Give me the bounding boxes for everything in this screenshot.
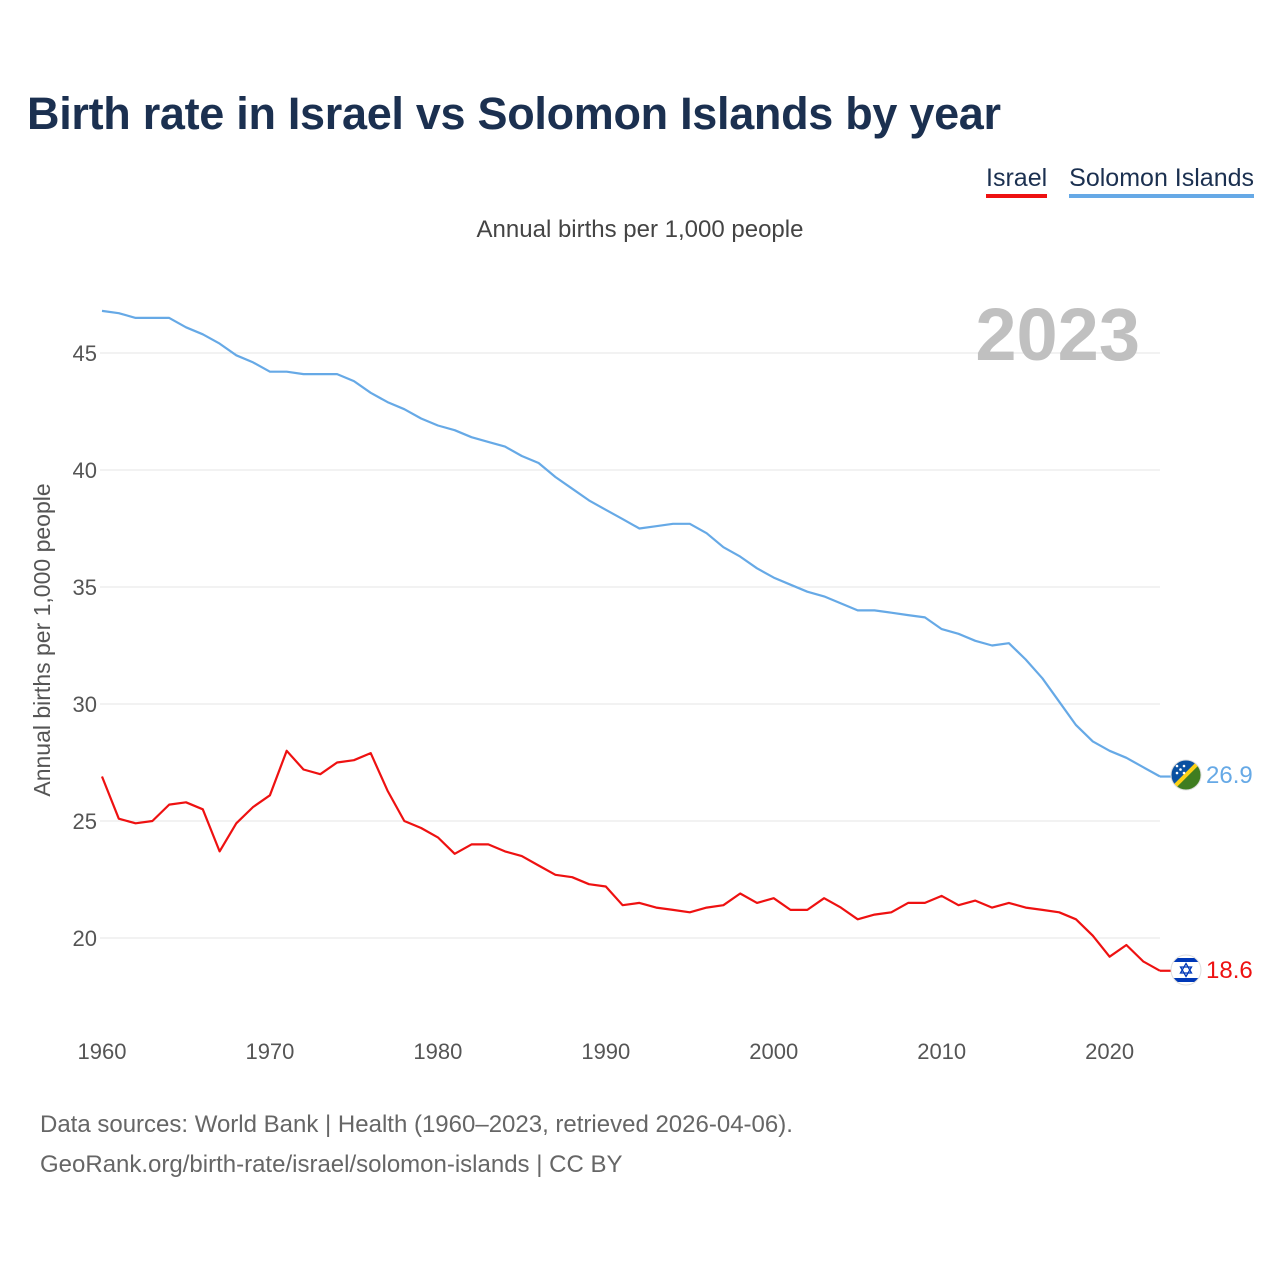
x-tick-label: 2020 bbox=[1085, 1039, 1134, 1064]
data-source-note: Data sources: World Bank | Health (1960–… bbox=[40, 1111, 793, 1138]
y-tick-label: 25 bbox=[73, 809, 97, 834]
solomon-islands-end-label: 26.9 bbox=[1206, 762, 1253, 789]
series-lines bbox=[100, 309, 1171, 972]
y-tick-label: 30 bbox=[73, 692, 97, 717]
y-axis-label: Annual births per 1,000 people bbox=[29, 483, 55, 796]
x-tick-label: 1970 bbox=[245, 1039, 294, 1064]
y-tick-label: 40 bbox=[73, 458, 97, 483]
x-tick-label: 1960 bbox=[78, 1039, 127, 1064]
page-title: Birth rate in Israel vs Solomon Islands … bbox=[27, 88, 1001, 139]
legend: Israel Solomon Islands bbox=[986, 164, 1254, 198]
x-tick-label: 2010 bbox=[917, 1039, 966, 1064]
source-url: GeoRank.org/birth-rate/israel/solomon-is… bbox=[40, 1151, 623, 1178]
year-watermark: 2023 bbox=[975, 293, 1140, 376]
footer: Data sources: World Bank | Health (1960–… bbox=[40, 1105, 793, 1185]
line-chart: 2023 Annual births per 1,000 people 20 25… bbox=[29, 293, 1253, 1064]
y-tick-label: 20 bbox=[73, 926, 97, 951]
grid-lines bbox=[100, 352, 1160, 939]
x-tick-label: 1990 bbox=[581, 1039, 630, 1064]
series-line-israel[interactable] bbox=[100, 749, 1161, 972]
x-tick-label: 1980 bbox=[413, 1039, 462, 1064]
x-tick-label: 2000 bbox=[749, 1039, 798, 1064]
israel-end-label: 18.6 bbox=[1206, 957, 1253, 984]
axis-ticks: 20 25 30 35 40 45 1960 1970 1980 1990 2000 2010 2020 bbox=[73, 341, 1135, 1064]
chart-subtitle: Annual births per 1,000 people bbox=[476, 216, 804, 243]
legend-item-israel[interactable]: Israel bbox=[986, 164, 1048, 198]
y-tick-label: 35 bbox=[73, 575, 97, 600]
solomon-islands-flag-icon bbox=[1170, 759, 1202, 791]
israel-flag-icon bbox=[1170, 954, 1202, 986]
y-tick-label: 45 bbox=[73, 341, 97, 366]
legend-item-solomon-islands[interactable]: Solomon Islands bbox=[1069, 164, 1254, 198]
series-line-solomon-islands[interactable] bbox=[101, 309, 1161, 778]
